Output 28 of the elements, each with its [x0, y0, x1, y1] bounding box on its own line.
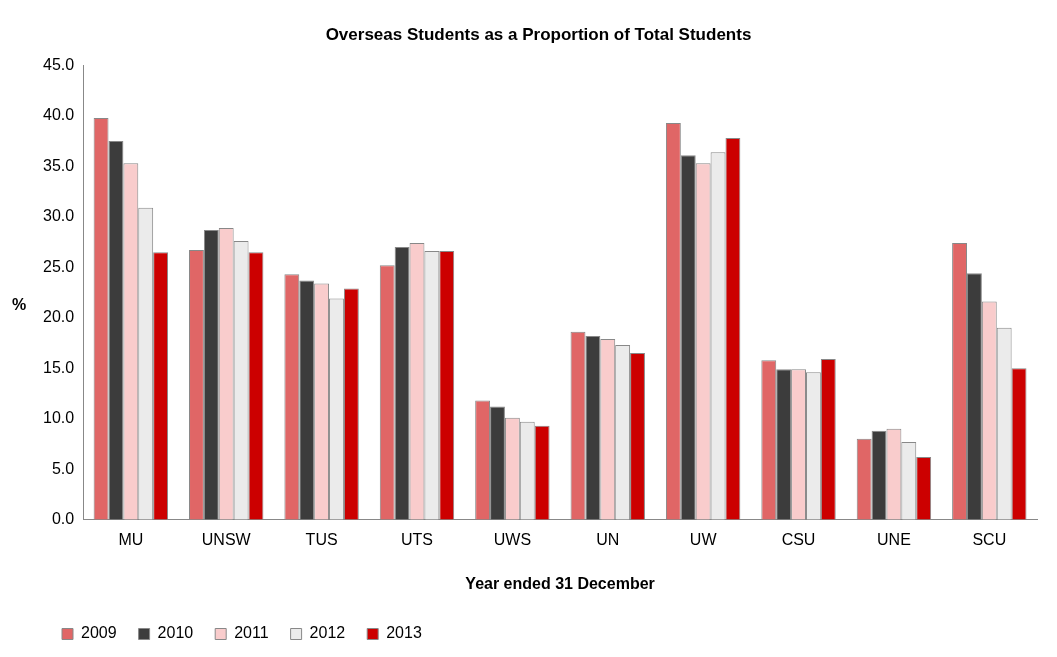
- x-tick-label: UW: [689, 530, 718, 548]
- legend-label: 2012: [309, 624, 346, 642]
- y-tick-label: 40.0: [43, 106, 75, 124]
- x-tick-label: UNE: [877, 530, 911, 548]
- legend-label: 2010: [157, 624, 194, 642]
- x-tick-label: UN: [596, 530, 620, 548]
- x-axis-title: Year ended 31 December: [465, 574, 655, 592]
- y-tick-label: 25.0: [43, 257, 75, 275]
- y-tick-label: 35.0: [43, 156, 75, 174]
- y-tick-label: 10.0: [43, 409, 75, 427]
- x-tick-label: TUS: [305, 530, 338, 548]
- chart-title: Overseas Students as a Proportion of Total Students: [325, 24, 752, 44]
- y-tick-label: 30.0: [43, 207, 75, 225]
- y-tick-label: 0.0: [51, 510, 75, 528]
- y-tick-label: 20.0: [43, 308, 75, 326]
- legend-label: 2011: [234, 624, 269, 642]
- x-tick-label: MU: [118, 530, 144, 548]
- x-tick-label: SCU: [972, 530, 1007, 548]
- x-tick-label: CSU: [781, 530, 816, 548]
- legend-label: 2013: [386, 624, 422, 642]
- x-tick-label: UWS: [493, 530, 532, 548]
- y-axis-title: %: [12, 296, 27, 314]
- x-tick-label: UTS: [400, 530, 433, 548]
- x-tick-label: UNSW: [201, 530, 252, 548]
- y-tick-label: 45.0: [43, 55, 75, 73]
- y-tick-label: 15.0: [43, 358, 75, 376]
- y-tick-label: 5.0: [51, 459, 75, 477]
- legend-label: 2009: [81, 624, 117, 642]
